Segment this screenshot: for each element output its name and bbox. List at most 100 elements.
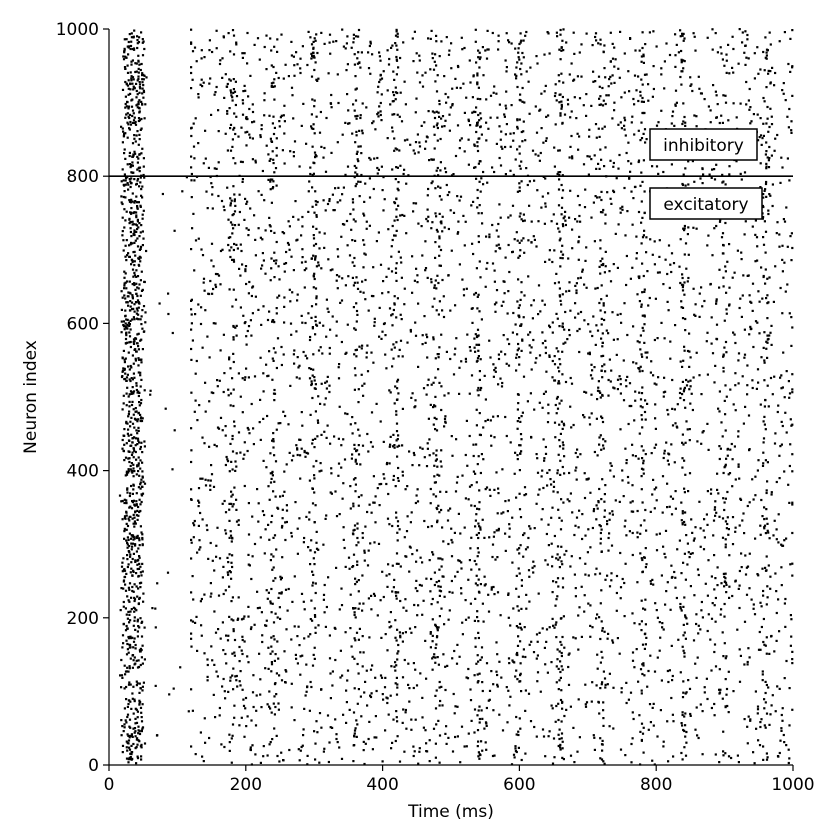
spike-point [599, 737, 602, 740]
spike-point [232, 324, 235, 328]
spike-point [124, 297, 127, 300]
spike-point [518, 572, 521, 575]
spike-point [149, 389, 152, 392]
spike-point [272, 555, 275, 558]
spike-point [714, 620, 717, 623]
spike-point [764, 701, 767, 704]
spike-point [588, 423, 592, 426]
spike-point [136, 155, 139, 158]
spike-point [557, 382, 560, 385]
spike-point [694, 303, 697, 306]
spike-point [140, 338, 143, 341]
spike-point [395, 279, 398, 282]
spike-point [272, 635, 275, 638]
spike-point [137, 318, 140, 321]
spike-point [778, 233, 781, 236]
spike-point [343, 546, 346, 550]
spike-point [325, 605, 328, 609]
spike-point [660, 574, 663, 577]
spike-point [619, 586, 623, 589]
spike-point [121, 447, 124, 450]
spike-point [551, 321, 554, 324]
spike-point [507, 243, 510, 247]
spike-point [308, 367, 311, 370]
spike-point [337, 255, 340, 258]
spike-point [211, 292, 214, 295]
spike-point [585, 286, 588, 289]
spike-point [345, 689, 348, 692]
spike-point [223, 745, 226, 749]
spike-point [556, 395, 559, 399]
spike-point [558, 325, 561, 328]
spike-point [641, 406, 644, 409]
spike-point [466, 333, 469, 336]
spike-point [789, 563, 792, 566]
spike-point [232, 338, 235, 341]
spike-point [393, 446, 396, 449]
spike-point [126, 432, 129, 435]
spike-point [128, 341, 131, 344]
spike-point [602, 709, 605, 712]
spike-point [697, 736, 700, 740]
spike-point [462, 214, 465, 217]
spike-point [489, 494, 492, 497]
spike-point [333, 209, 336, 212]
spike-point [121, 141, 124, 144]
spike-point [505, 362, 508, 365]
spike-point [679, 238, 682, 241]
spike-point [725, 583, 728, 586]
spike-point [603, 677, 607, 680]
spike-point [515, 496, 518, 499]
spike-point [724, 572, 727, 575]
spike-point [140, 100, 143, 103]
spike-point [780, 443, 783, 446]
spike-point [270, 267, 273, 270]
spike-point [121, 168, 124, 171]
spike-point [206, 207, 209, 210]
spike-point [142, 96, 145, 99]
spike-point [300, 411, 303, 414]
spike-point [276, 754, 279, 758]
spike-point [631, 500, 634, 503]
spike-point [273, 276, 276, 279]
spike-point [431, 618, 434, 621]
spike-point [623, 525, 626, 528]
spike-point [269, 180, 272, 183]
spike-point [138, 596, 141, 599]
spike-point [762, 617, 765, 621]
spike-point [488, 536, 491, 539]
spike-point [353, 353, 356, 356]
spike-point [532, 235, 535, 238]
spike-point [424, 639, 427, 642]
spike-point [127, 739, 131, 742]
spike-point [491, 555, 494, 559]
spike-point [194, 753, 197, 756]
spike-point [354, 458, 357, 461]
spike-point [535, 502, 538, 505]
spike-point [134, 707, 137, 710]
spike-point [298, 517, 301, 520]
spike-point [489, 419, 492, 422]
spike-point [228, 249, 231, 252]
spike-point [323, 611, 326, 614]
spike-point [135, 275, 138, 278]
spike-point [132, 659, 135, 662]
spike-point [480, 212, 483, 215]
spike-point [640, 599, 643, 602]
spike-point [123, 282, 126, 285]
spike-point [558, 370, 561, 373]
spike-point [149, 393, 152, 396]
spike-point [557, 227, 560, 230]
spike-point [547, 412, 550, 415]
spike-point [243, 441, 246, 444]
spike-point [139, 467, 142, 470]
spike-point [397, 562, 400, 565]
spike-point [553, 249, 556, 252]
spike-point [749, 718, 752, 721]
spike-point [138, 86, 141, 89]
spike-point [629, 691, 633, 694]
spike-point [724, 538, 727, 541]
spike-point [450, 538, 453, 542]
spike-point [528, 600, 531, 603]
spike-point [320, 267, 323, 270]
